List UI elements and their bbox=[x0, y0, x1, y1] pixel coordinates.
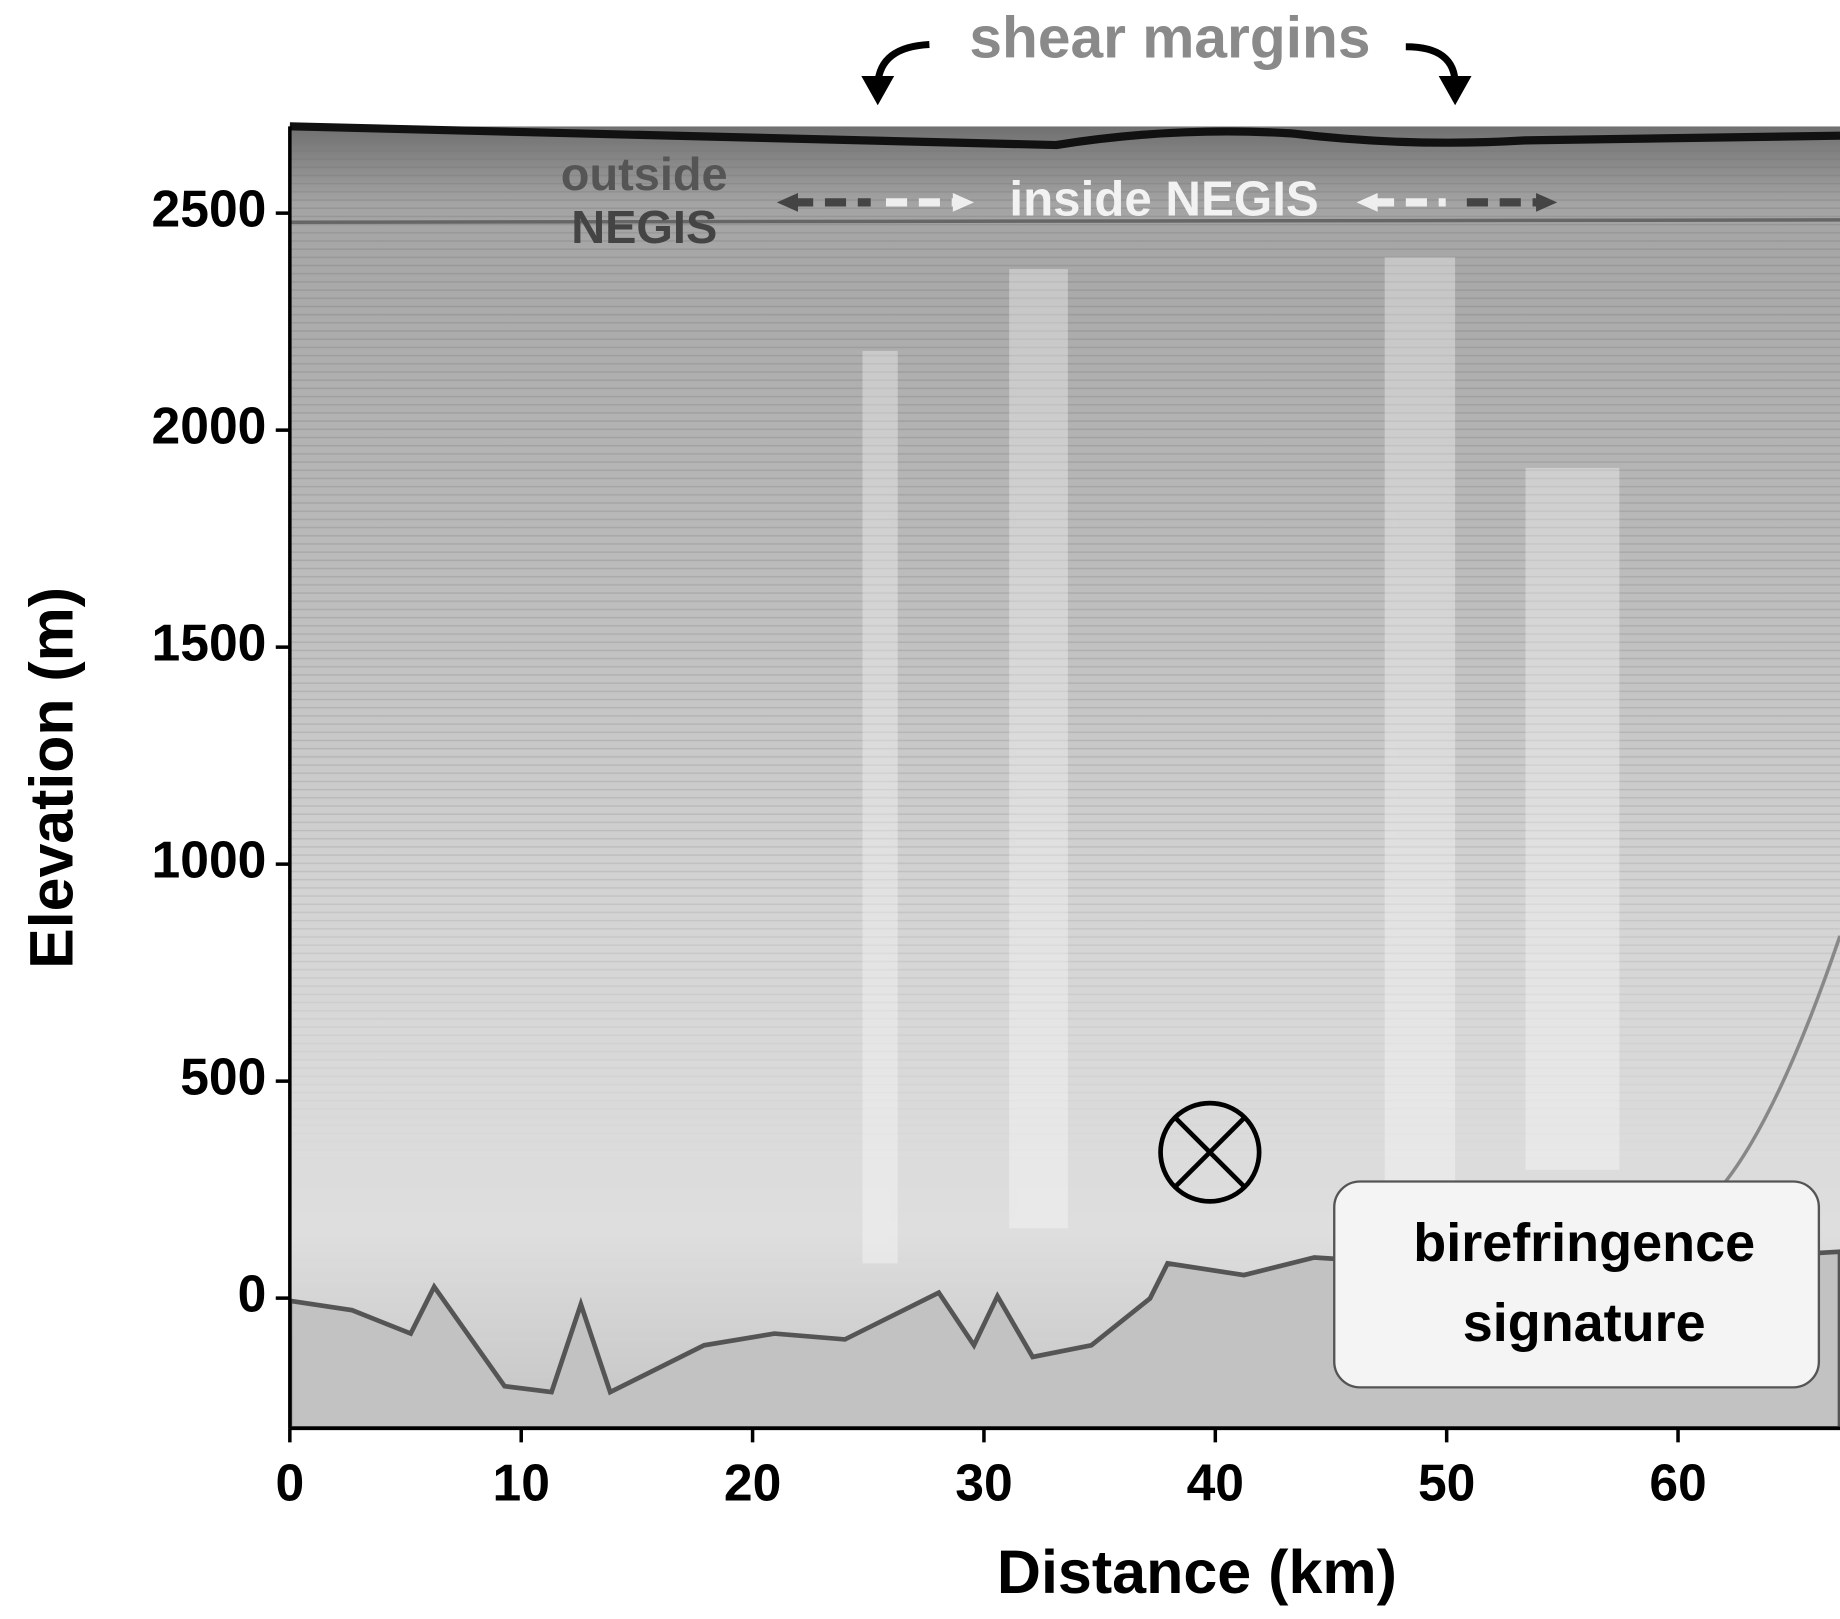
annotation: shear margins bbox=[969, 6, 1370, 71]
arrow-heads bbox=[776, 193, 1558, 212]
annotation: birefringence bbox=[1413, 1213, 1755, 1273]
y-tick-label: 2500 bbox=[152, 180, 267, 238]
x-tick-label: 50 bbox=[1418, 1453, 1475, 1511]
x-tick-label: 30 bbox=[955, 1453, 1012, 1511]
y-tick-label: 1500 bbox=[152, 614, 267, 672]
x-axis-label: Distance (km) bbox=[997, 1538, 1397, 1606]
y-tick-label: 500 bbox=[180, 1048, 266, 1106]
annotation: NEGIS bbox=[571, 201, 717, 253]
flow-into-page-symbol bbox=[1158, 1100, 1262, 1204]
x-tick-label: 40 bbox=[1187, 1453, 1244, 1511]
y-tick-label: 1000 bbox=[152, 831, 267, 889]
y-tick-label: 2000 bbox=[152, 397, 267, 455]
annotation: outside bbox=[561, 148, 728, 200]
annotation-box bbox=[1333, 1180, 1821, 1389]
x-tick-label: 60 bbox=[1649, 1453, 1706, 1511]
y-axis-label: Elevation (m) bbox=[17, 587, 85, 969]
annotation: signature bbox=[1463, 1293, 1706, 1353]
x-tick-label: 0 bbox=[275, 1453, 304, 1511]
radargram-image bbox=[289, 126, 1840, 1429]
arrow-heads bbox=[861, 76, 1472, 106]
surface-line bbox=[289, 122, 1840, 150]
x-tick-label: 20 bbox=[724, 1453, 781, 1511]
y-tick-label: 0 bbox=[238, 1265, 267, 1323]
x-tick-label: 10 bbox=[492, 1453, 549, 1511]
annotation: inside NEGIS bbox=[1009, 171, 1318, 226]
